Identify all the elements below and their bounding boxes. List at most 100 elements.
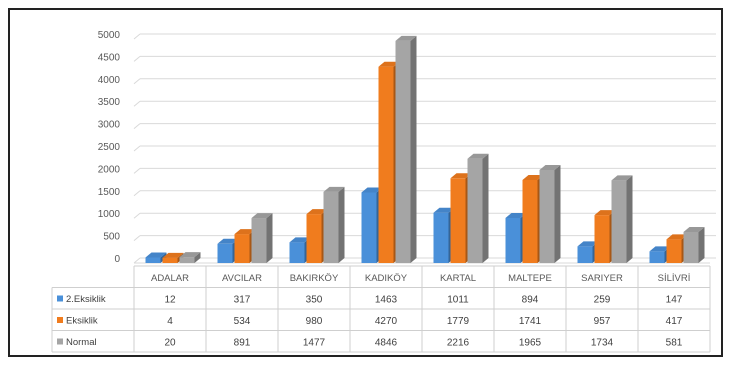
bar-front — [306, 214, 322, 263]
y-tick-label: 4500 — [98, 52, 121, 63]
bar-top — [649, 246, 671, 252]
bar-front — [467, 158, 483, 263]
table-cell: 891 — [234, 338, 251, 349]
bar — [539, 164, 561, 263]
bar-top — [683, 226, 705, 232]
bar-top — [539, 164, 561, 170]
category-label: KARTAL — [440, 273, 476, 284]
bar — [323, 186, 345, 263]
category-label: BAKIRKÖY — [290, 273, 339, 284]
data-table: ADALAR AVCILAR BAKIRKÖY KADIKÖY KARTAL MALTEP… — [51, 265, 711, 353]
category-label: AVCILAR — [222, 273, 262, 284]
bar-front — [433, 212, 449, 263]
bar-front — [577, 246, 593, 263]
legend-swatch — [57, 338, 63, 345]
y-tick-label: 2500 — [98, 142, 121, 153]
bar — [251, 213, 273, 263]
bar-top — [179, 252, 201, 258]
bar-top — [505, 212, 527, 218]
table-cell: 1011 — [447, 295, 469, 306]
bar-side — [410, 35, 417, 263]
bar-top — [467, 153, 489, 159]
category-label: SİLİVRİ — [658, 273, 691, 284]
bar-front — [251, 218, 267, 263]
bar-front — [234, 234, 250, 263]
bar-top — [611, 175, 633, 181]
gridline-side — [133, 33, 141, 40]
table-cell: 1965 — [519, 338, 542, 349]
table-cell: 894 — [522, 295, 539, 306]
table-cell: 12 — [164, 295, 176, 306]
bar-front — [289, 242, 305, 263]
table-cell: 317 — [234, 295, 251, 306]
bar-top — [666, 234, 688, 240]
table-cell: 259 — [594, 295, 611, 306]
table-cell: 4 — [167, 316, 173, 327]
table-cell: 350 — [306, 295, 323, 306]
bar-front — [649, 251, 665, 263]
y-tick-label: 5000 — [98, 30, 121, 41]
bar-top — [323, 186, 345, 192]
gridline-side — [133, 145, 141, 152]
legend-swatch — [57, 295, 63, 302]
bar-front — [611, 180, 627, 263]
bar-top — [433, 207, 455, 213]
legend-label: Eksiklik — [66, 316, 98, 327]
bar-front — [217, 243, 233, 263]
bar-side — [266, 213, 273, 263]
table-cell: 4846 — [375, 338, 398, 349]
bar-top — [217, 238, 239, 244]
bar-front — [666, 239, 682, 263]
bar-top — [234, 229, 256, 235]
bar-top — [450, 173, 472, 179]
table-cell: 1463 — [375, 295, 398, 306]
gridline-side — [133, 257, 141, 264]
y-tick-label: 1000 — [98, 209, 121, 220]
table-cell: 1734 — [591, 338, 614, 349]
bar — [467, 153, 489, 263]
bar-front — [395, 40, 411, 263]
y-tick-label: 3500 — [98, 97, 121, 108]
bar — [395, 35, 417, 263]
table-cell: 20 — [164, 338, 176, 349]
category-label: MALTEPE — [508, 273, 552, 284]
bar-front — [361, 192, 377, 263]
bar-front — [179, 257, 195, 263]
bar-side — [626, 175, 633, 263]
table-cell: 581 — [666, 338, 683, 349]
bar-front — [378, 66, 394, 263]
bar-chart: 0 500 1000 1500 2000 2500 3000 3500 4000 4500 5000… — [51, 30, 716, 353]
bar-top — [594, 210, 616, 216]
gridline-side — [133, 168, 141, 174]
table-cell: 980 — [306, 316, 323, 327]
table-cell: 417 — [666, 316, 683, 327]
bar — [683, 226, 705, 263]
bar-top — [522, 175, 544, 181]
bar-side — [338, 186, 345, 263]
bar-top — [145, 252, 167, 258]
bar-top — [306, 209, 328, 215]
gridline-side — [133, 78, 141, 85]
legend-label: Normal — [66, 337, 97, 348]
table-cell: 1477 — [303, 338, 326, 349]
y-tick-label: 4000 — [98, 75, 121, 86]
bar-top — [378, 61, 400, 67]
table-cell: 147 — [666, 295, 683, 306]
bar-front — [162, 257, 178, 263]
gridline-side — [133, 123, 141, 129]
bar-front — [505, 217, 521, 263]
y-tick-label: 500 — [103, 232, 120, 243]
bar-front — [522, 180, 538, 263]
category-label: SARIYER — [581, 273, 623, 284]
bar-top — [361, 187, 383, 193]
y-tick-label: 1500 — [98, 187, 121, 198]
table-cell: 2216 — [447, 338, 470, 349]
bars — [145, 35, 705, 264]
legend-swatch — [57, 317, 63, 323]
bar-front — [145, 257, 161, 263]
bar-top — [577, 241, 599, 247]
table-cell: 1741 — [519, 316, 542, 327]
bar-front — [539, 169, 555, 263]
y-tick-label: 0 — [114, 254, 120, 265]
bar-top — [289, 237, 311, 243]
